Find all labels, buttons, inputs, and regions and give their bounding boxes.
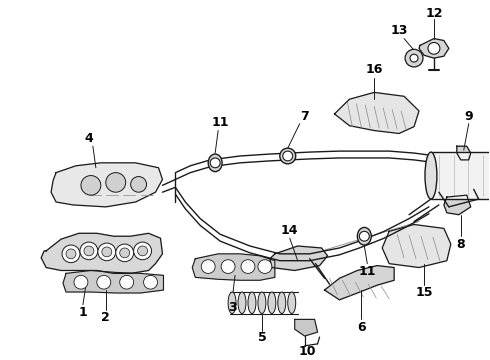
Text: 11: 11	[359, 265, 376, 278]
Polygon shape	[444, 195, 471, 215]
Text: 11: 11	[211, 116, 229, 129]
Ellipse shape	[357, 228, 371, 245]
Polygon shape	[51, 163, 163, 207]
Ellipse shape	[208, 154, 222, 172]
Circle shape	[84, 246, 94, 256]
Polygon shape	[419, 39, 449, 58]
Text: 5: 5	[258, 332, 266, 345]
Polygon shape	[382, 225, 451, 267]
Circle shape	[116, 244, 134, 262]
Polygon shape	[41, 233, 163, 273]
Polygon shape	[294, 319, 318, 336]
Circle shape	[98, 243, 116, 261]
Text: 3: 3	[228, 301, 236, 314]
Polygon shape	[335, 93, 419, 134]
Polygon shape	[192, 254, 275, 280]
Circle shape	[138, 246, 147, 256]
Circle shape	[221, 260, 235, 273]
Ellipse shape	[258, 292, 266, 314]
Text: 1: 1	[78, 306, 87, 319]
Circle shape	[144, 275, 157, 289]
Circle shape	[241, 260, 255, 273]
Text: 16: 16	[366, 63, 383, 76]
Circle shape	[62, 245, 80, 263]
Circle shape	[120, 248, 130, 258]
Text: 14: 14	[281, 224, 298, 237]
Ellipse shape	[278, 292, 286, 314]
Circle shape	[210, 158, 220, 168]
Circle shape	[258, 260, 272, 273]
Polygon shape	[324, 266, 394, 300]
Circle shape	[80, 242, 98, 260]
Ellipse shape	[238, 292, 246, 314]
Circle shape	[131, 176, 147, 192]
Text: 10: 10	[299, 345, 317, 358]
Polygon shape	[457, 146, 471, 160]
Circle shape	[81, 176, 101, 195]
Ellipse shape	[268, 292, 276, 314]
Text: 7: 7	[300, 111, 309, 123]
Bar	[431, 152, 490, 199]
Text: 9: 9	[465, 111, 473, 123]
Text: 6: 6	[357, 321, 366, 334]
Circle shape	[410, 54, 418, 62]
Circle shape	[66, 249, 76, 259]
Text: 13: 13	[391, 24, 408, 37]
Ellipse shape	[280, 148, 295, 164]
Circle shape	[405, 49, 423, 67]
Text: 8: 8	[457, 238, 465, 251]
Ellipse shape	[228, 292, 236, 314]
Polygon shape	[63, 270, 164, 293]
Ellipse shape	[425, 152, 437, 199]
Polygon shape	[270, 246, 327, 270]
Ellipse shape	[288, 292, 295, 314]
Circle shape	[106, 173, 125, 192]
Circle shape	[97, 275, 111, 289]
Circle shape	[428, 42, 440, 54]
Circle shape	[120, 275, 134, 289]
Circle shape	[201, 260, 215, 273]
Text: 15: 15	[415, 287, 433, 300]
Circle shape	[102, 247, 112, 257]
Circle shape	[283, 151, 293, 161]
Ellipse shape	[248, 292, 256, 314]
Text: 12: 12	[425, 6, 442, 20]
Circle shape	[74, 275, 88, 289]
Circle shape	[359, 231, 369, 241]
Circle shape	[134, 242, 151, 260]
Text: 4: 4	[84, 132, 93, 145]
Text: 2: 2	[101, 311, 110, 324]
